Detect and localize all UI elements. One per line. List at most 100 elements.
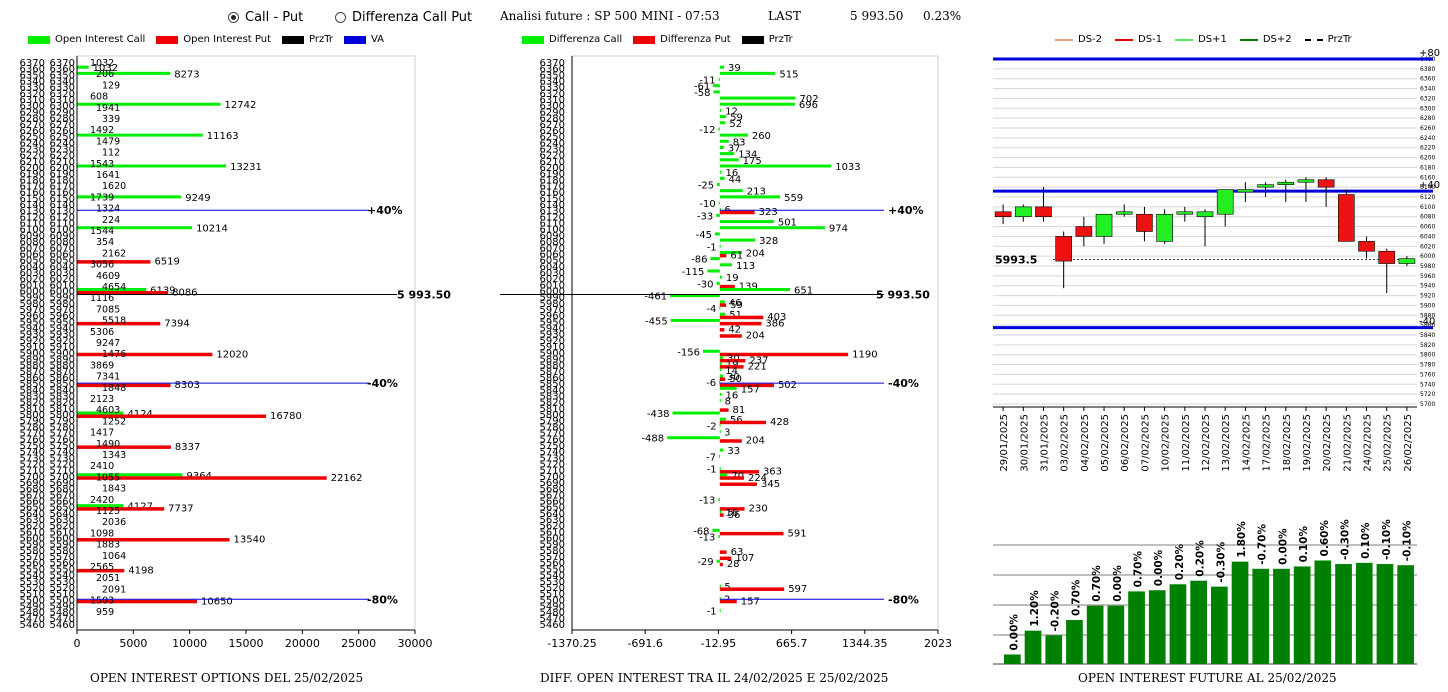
date-label: 14/02/2025 (1241, 414, 1252, 472)
strike-label-inner: 5600 (50, 534, 75, 545)
strike-label: 5590 (540, 540, 565, 551)
small-oi-label: 4654 (102, 282, 126, 293)
strike-label-outer: 6090 (20, 231, 45, 242)
strike-label: 5480 (540, 608, 565, 619)
strike-label-inner: 6110 (50, 219, 75, 230)
small-oi-label: 1503 (90, 596, 114, 607)
strike-label: 5520 (540, 583, 565, 594)
diff-call-bar (719, 380, 721, 384)
put-bar (77, 599, 197, 604)
strike-label-outer: 5620 (20, 521, 45, 532)
put-value-label: 7737 (168, 504, 193, 515)
oi-future-bar (1314, 560, 1332, 664)
oi-pct-label: -0.70% (1257, 524, 1269, 565)
call-bar (77, 164, 227, 168)
strike-label: 5670 (540, 490, 565, 501)
strike-label: 5630 (540, 515, 565, 526)
strike-label-inner: 5680 (50, 484, 75, 495)
strike-label-inner: 6130 (50, 206, 75, 217)
radio-diff-call-put[interactable]: Differenza Call Put (335, 10, 472, 25)
strike-label-inner: 6030 (50, 268, 75, 279)
strike-label-outer: 5910 (20, 342, 45, 353)
diff-put-bar (719, 470, 759, 474)
strike-label-outer: 6100 (20, 225, 45, 236)
strike-label-outer: 5870 (20, 367, 45, 378)
strike-label-inner: 6270 (50, 120, 75, 131)
strike-label-outer: 5600 (20, 534, 45, 545)
diff-call-bar (672, 411, 720, 415)
diff-call-label: 30 (727, 372, 740, 383)
strike-label-outer: 6230 (20, 144, 45, 155)
diff-call-label: 204 (746, 248, 765, 259)
diff-call-label: 83 (733, 137, 746, 148)
diff-call-label: -461 (644, 292, 667, 303)
strike-label: 5540 (540, 571, 565, 582)
va-line-label: -80% (367, 593, 398, 606)
strike-label: 5550 (540, 564, 565, 575)
price-label: 5993.5 (995, 253, 1037, 266)
diff-call-label: -45 (696, 230, 712, 241)
legend-prztr2-label: PrzTr (1327, 34, 1352, 45)
strike-label-inner: 6250 (50, 132, 75, 143)
diff-call-label: -13 (699, 495, 715, 506)
diff-call-bar (719, 152, 735, 156)
candle-body (1277, 181, 1295, 185)
strike-label-inner: 5900 (50, 348, 75, 359)
strike-label-outer: 5840 (20, 385, 45, 396)
radio-call-put[interactable]: Call - Put (228, 10, 303, 25)
diff-call-bar (717, 183, 720, 187)
diff-call-bar (713, 84, 720, 88)
diff-call-label: 113 (736, 261, 755, 272)
strike-label-inner: 6150 (50, 194, 75, 205)
strike-label: 5760 (540, 435, 565, 446)
y-tick-label: 6180 (1420, 164, 1435, 171)
diff-call-bar (719, 244, 721, 248)
strike-label-outer: 6190 (20, 169, 45, 180)
small-oi-label: 4609 (96, 271, 120, 282)
diff-call-label: -4 (706, 304, 716, 315)
diff-put-label: 403 (767, 312, 786, 323)
diff-call-bar (719, 102, 795, 106)
strike-label-outer: 6020 (20, 274, 45, 285)
put-bar (77, 568, 125, 573)
legend-ds-1-label: DS-1 (1138, 34, 1163, 45)
diff-put-bar (719, 365, 744, 369)
strike-label-inner: 5750 (50, 441, 75, 452)
strike-label: 5640 (540, 509, 565, 520)
date-label: 04/02/2025 (1080, 414, 1091, 472)
strike-label: 5770 (540, 429, 565, 440)
va-line-label: -80% (888, 593, 919, 606)
diff-call-bar (719, 430, 721, 434)
strike-label: 5790 (540, 416, 565, 427)
small-oi-label: 1055 (96, 472, 120, 483)
strike-label-outer: 5460 (20, 620, 45, 631)
strike-label: 6030 (540, 268, 565, 279)
oi-future-bar (1086, 605, 1104, 664)
y-tick-label: 5820 (1420, 342, 1435, 349)
diff-put-label: 157 (741, 596, 760, 607)
y-tick-label: 5840 (1420, 332, 1435, 339)
diff-call-label: 651 (794, 286, 813, 297)
strike-label-inner: 6360 (50, 64, 75, 75)
candle-body (1338, 194, 1355, 242)
strike-label-outer: 6250 (20, 132, 45, 143)
strike-label-inner: 6260 (50, 126, 75, 137)
strike-label-outer: 6180 (20, 175, 45, 186)
strike-label-outer: 6320 (20, 89, 45, 100)
call-value-label: 12742 (225, 100, 257, 111)
strike-label-outer: 5510 (20, 589, 45, 600)
diff-call-bar (719, 195, 781, 199)
small-oi-label: 2091 (102, 584, 126, 595)
diff-call-bar (719, 306, 721, 310)
strike-label: 5720 (540, 459, 565, 470)
strike-label: 6040 (540, 262, 565, 273)
y-tick-label: 5700 (1420, 401, 1435, 408)
footer-oi-diff: DIFF. OPEN INTEREST TRA IL 24/02/2025 E … (540, 671, 889, 685)
candle-body (1136, 213, 1153, 232)
legend-diffcall-label: Differenza Call (549, 34, 623, 45)
small-oi-label: 7341 (96, 372, 120, 383)
strike-label-inner: 5700 (50, 472, 75, 483)
small-oi-label: 1343 (102, 450, 126, 461)
y-tick-label: 5800 (1420, 352, 1435, 359)
date-label: 07/02/2025 (1140, 414, 1151, 472)
